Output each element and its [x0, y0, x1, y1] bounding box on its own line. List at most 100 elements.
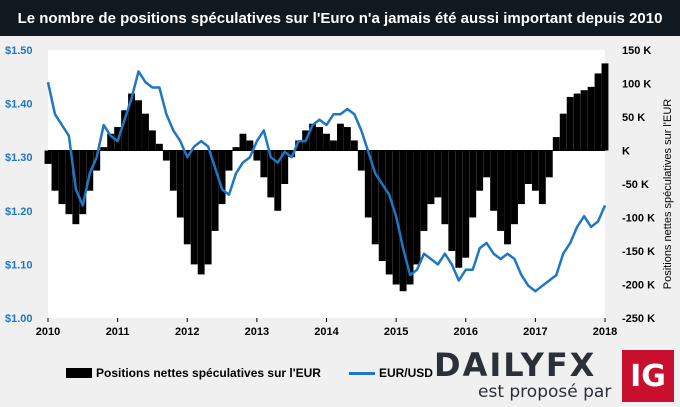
position-bar: [274, 150, 282, 211]
position-bar: [169, 150, 177, 191]
legend-line-label: EUR/USD: [378, 366, 433, 380]
position-bar: [524, 150, 532, 184]
position-bar: [357, 150, 365, 171]
position-bar: [225, 150, 233, 171]
position-bar: [58, 150, 66, 205]
position-bar: [107, 133, 115, 151]
position-bar: [142, 113, 149, 151]
x-tick-label: 2012: [175, 326, 199, 338]
position-bar: [455, 150, 463, 268]
position-bar: [176, 150, 184, 218]
position-bar: [183, 150, 191, 245]
left-tick-label: $1.00: [5, 313, 33, 325]
eurusd-line: [46, 70, 607, 293]
x-tick-label: 2013: [245, 326, 269, 338]
position-bar: [100, 147, 108, 151]
position-bar: [427, 150, 435, 205]
x-tick-label: 2014: [314, 326, 339, 338]
position-bar: [490, 150, 498, 211]
position-bar: [260, 150, 268, 178]
position-bar: [538, 150, 546, 205]
position-bar: [483, 150, 491, 178]
position-bar: [267, 150, 275, 198]
legend-bar-label: Positions nettes spéculatives sur l'EUR: [96, 366, 321, 380]
position-bar: [364, 150, 372, 218]
brand-logo: DAILYFX est proposé par IG: [432, 346, 677, 404]
position-bar: [580, 90, 588, 151]
position-bar: [121, 110, 129, 151]
position-bar: [65, 150, 73, 215]
left-tick-label: $1.40: [5, 99, 33, 111]
x-tick-label: 2016: [454, 326, 478, 338]
position-bar: [44, 150, 52, 164]
left-tick-label: $1.30: [5, 152, 33, 164]
position-bar: [552, 137, 560, 151]
position-bar: [413, 150, 421, 265]
right-tick-label: -50 K: [622, 179, 649, 191]
position-bar: [469, 150, 477, 218]
position-bar: [155, 143, 163, 151]
position-bar: [406, 150, 414, 285]
right-tick-label: 100 K: [622, 79, 651, 91]
position-bar: [148, 130, 156, 151]
x-tick-label: 2011: [106, 326, 130, 338]
position-bar: [371, 150, 379, 245]
right-tick-label: K: [622, 146, 630, 158]
right-tick-label: -250 K: [622, 313, 655, 325]
position-bar: [476, 150, 484, 191]
position-bar: [330, 140, 337, 151]
left-tick-label: $1.50: [5, 45, 33, 57]
right-tick-label: -150 K: [622, 246, 655, 258]
legend: Positions nettes spéculatives sur l'EUR …: [66, 366, 433, 380]
position-bar: [462, 150, 470, 258]
position-bar: [239, 133, 247, 151]
position-bar: [211, 150, 219, 231]
x-tick-label: 2010: [36, 326, 60, 338]
ig-logo-text: IG: [630, 358, 666, 394]
right-tick-label: 50 K: [622, 112, 645, 124]
position-bar: [434, 150, 442, 198]
position-bar: [204, 150, 212, 265]
brand-name: DAILYFX: [434, 346, 597, 384]
position-bar: [420, 150, 428, 231]
position-bar: [295, 140, 303, 151]
position-bar: [253, 150, 261, 161]
position-bar: [378, 150, 386, 262]
position-bar: [511, 150, 518, 225]
position-bar: [316, 127, 323, 151]
position-bar: [497, 150, 505, 231]
x-tick-label: 2017: [523, 326, 547, 338]
position-bar: [162, 150, 170, 161]
position-bar: [559, 113, 567, 151]
chart-title: Le nombre de positions spéculatives sur …: [17, 9, 663, 27]
position-bar: [218, 150, 226, 205]
position-bar: [232, 147, 240, 151]
position-bar: [350, 140, 358, 151]
legend-line-swatch: [348, 371, 375, 375]
position-bar: [601, 63, 609, 151]
position-bar: [587, 86, 595, 151]
position-bar: [288, 150, 296, 158]
right-tick-label: 150 K: [622, 45, 651, 57]
position-bar: [343, 127, 351, 151]
position-bar: [594, 73, 602, 151]
position-bar: [504, 150, 511, 245]
position-bar: [281, 150, 289, 184]
position-bar: [545, 150, 553, 178]
position-bar: [93, 150, 101, 171]
position-bar: [309, 123, 317, 151]
position-bar: [197, 150, 205, 275]
position-bar: [135, 100, 142, 151]
position-bar: [531, 150, 539, 191]
chart-svg: $1.00 $1.10 $1.20 $1.30 $1.40 $1.50 -250 K -200…: [5, 45, 674, 338]
right-tick-label: -200 K: [622, 280, 655, 292]
brand-subtitle: est proposé par: [478, 382, 612, 402]
title-bar: Le nombre de positions spéculatives sur …: [0, 0, 680, 36]
ig-logo-icon: IG: [622, 350, 674, 402]
left-tick-label: $1.20: [5, 206, 33, 218]
position-bar: [51, 150, 59, 191]
position-bar: [448, 150, 456, 251]
right-tick-label: -100 K: [622, 213, 655, 225]
position-bar: [385, 150, 393, 275]
